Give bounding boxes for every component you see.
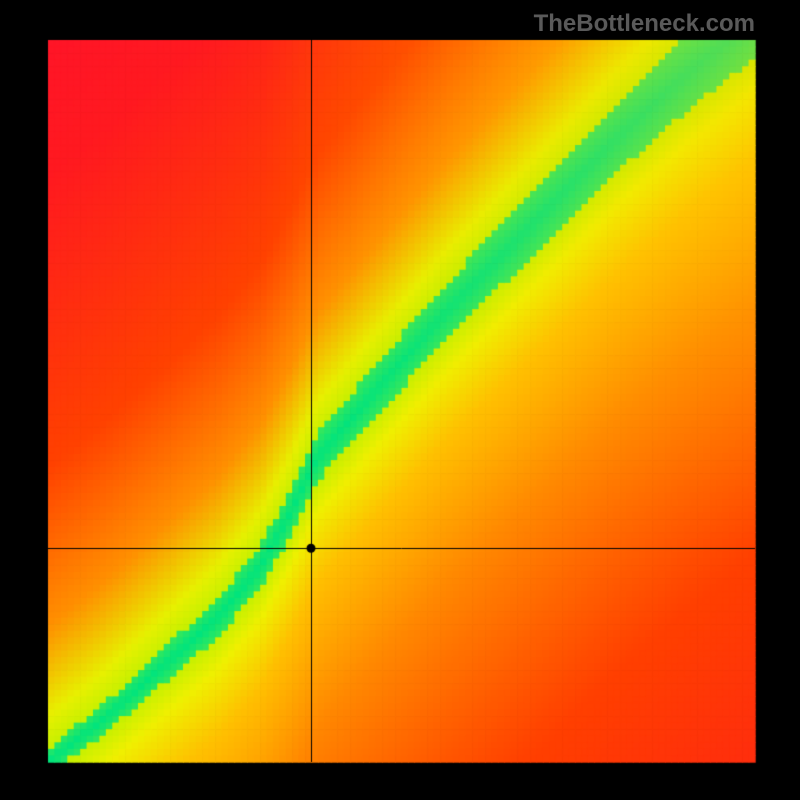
chart-container: TheBottleneck.com xyxy=(0,0,800,800)
bottleneck-heatmap-canvas xyxy=(0,0,800,800)
watermark-text: TheBottleneck.com xyxy=(534,10,755,38)
